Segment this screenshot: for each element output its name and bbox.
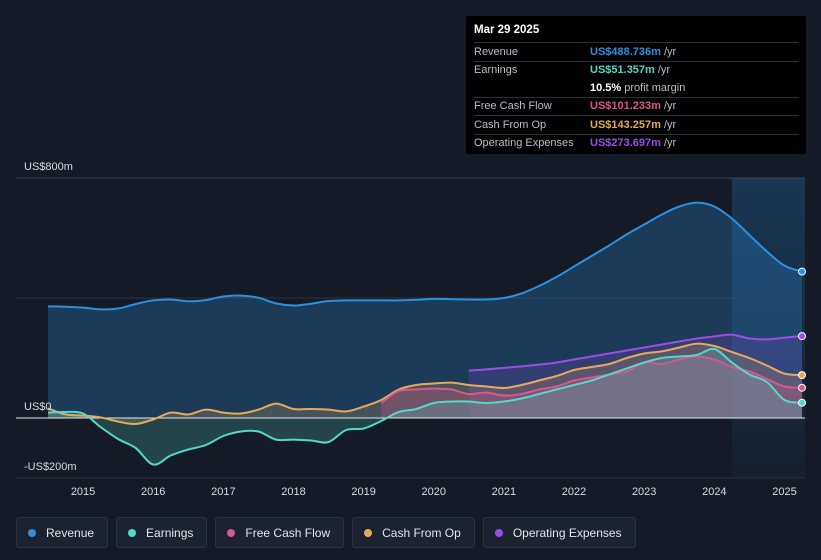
- y-tick-0: US$0: [24, 401, 52, 413]
- tooltip-unit: /yr: [663, 137, 677, 150]
- area-revenue: [48, 202, 802, 418]
- tooltip-row-opex: Operating Expenses US$273.697m /yr: [474, 133, 799, 153]
- legend-dot-icon: [128, 528, 137, 537]
- tooltip-cfo-value: US$143.257m: [590, 118, 661, 131]
- line-fcf: [380, 355, 803, 404]
- tooltip-earnings-value: US$51.357m: [590, 64, 655, 77]
- end-dot-earnings: [798, 398, 806, 407]
- tooltip-opex-value: US$273.697m: [590, 137, 661, 150]
- legend-item-free-cash-flow[interactable]: Free Cash Flow: [215, 517, 345, 548]
- tooltip-row-earnings: Earnings US$51.357m /yr: [474, 60, 799, 80]
- line-opex: [468, 333, 803, 372]
- tooltip-margin-value: 10.5%: [590, 81, 622, 94]
- tooltip-row-margin: 10.5% profit margin: [474, 79, 799, 97]
- tooltip-fcf-value: US$101.233m: [590, 100, 661, 113]
- end-dot-cfo: [798, 371, 806, 380]
- legend-label: Operating Expenses: [512, 525, 622, 540]
- end-dot-revenue: [798, 267, 806, 276]
- area-opex: [468, 334, 802, 418]
- x-tick-label: 2017: [211, 486, 235, 498]
- legend-item-operating-expenses[interactable]: Operating Expenses: [482, 517, 636, 548]
- tooltip-unit: /yr: [663, 100, 677, 113]
- end-dot-opex: [798, 332, 806, 341]
- x-tick-label: 2016: [141, 486, 165, 498]
- legend-item-cash-from-op[interactable]: Cash From Op: [352, 517, 475, 548]
- tooltip-label: Cash From Op: [474, 118, 547, 131]
- legend-dot-icon: [227, 528, 236, 537]
- tooltip-revenue-value: US$488.736m: [590, 45, 661, 58]
- tooltip-label: Free Cash Flow: [474, 100, 552, 113]
- line-earnings: [47, 347, 803, 466]
- tooltip-unit: /yr: [657, 64, 671, 77]
- x-tick-label: 2022: [562, 486, 586, 498]
- line-cfo: [47, 342, 803, 426]
- chart-legend: Revenue Earnings Free Cash Flow Cash Fro…: [16, 517, 644, 548]
- forecast-region: [731, 178, 805, 478]
- x-tick-label: 2019: [351, 486, 375, 498]
- tooltip-row-fcf: Free Cash Flow US$101.233m /yr: [474, 96, 799, 116]
- legend-label: Revenue: [46, 525, 95, 540]
- legend-label: Free Cash Flow: [245, 525, 331, 540]
- end-dot-fcf: [798, 383, 806, 392]
- tooltip-date: Mar 29 2025: [474, 24, 540, 36]
- tooltip-margin-text: profit margin: [624, 81, 686, 94]
- chart-canvas: US$800m US$0 -US$200m 2015 2016 2017 2018 20…: [16, 161, 806, 498]
- legend-dot-icon: [364, 528, 373, 537]
- legend-dot-icon: [494, 528, 503, 537]
- x-tick-label: 2021: [492, 486, 516, 498]
- y-tick-800: US$800m: [24, 161, 73, 173]
- legend-item-revenue[interactable]: Revenue: [16, 517, 109, 548]
- x-tick-label: 2025: [772, 486, 796, 498]
- x-tick-label: 2024: [702, 486, 726, 498]
- legend-label: Cash From Op: [382, 525, 461, 540]
- tooltip-label: Operating Expenses: [474, 137, 574, 150]
- data-tooltip: Mar 29 2025 Revenue US$488.736m /yr Earn…: [466, 16, 806, 154]
- x-tick-label: 2020: [422, 486, 446, 498]
- tooltip-row-revenue: Revenue US$488.736m /yr: [474, 42, 799, 61]
- tooltip-label: Revenue: [474, 45, 519, 58]
- x-tick-label: 2018: [281, 486, 305, 498]
- x-tick-label: 2023: [632, 486, 656, 498]
- tooltip-unit: /yr: [663, 45, 677, 58]
- x-tick-label: 2015: [71, 486, 95, 498]
- tooltip-label: Earnings: [474, 64, 518, 77]
- legend-dot-icon: [28, 528, 36, 537]
- legend-item-earnings[interactable]: Earnings: [116, 517, 208, 548]
- legend-label: Earnings: [146, 525, 194, 540]
- tooltip-row-cfo: Cash From Op US$143.257m /yr: [474, 115, 799, 134]
- tooltip-unit: /yr: [663, 118, 677, 131]
- y-tick-minus-200: -US$200m: [24, 461, 77, 473]
- line-revenue: [47, 201, 803, 311]
